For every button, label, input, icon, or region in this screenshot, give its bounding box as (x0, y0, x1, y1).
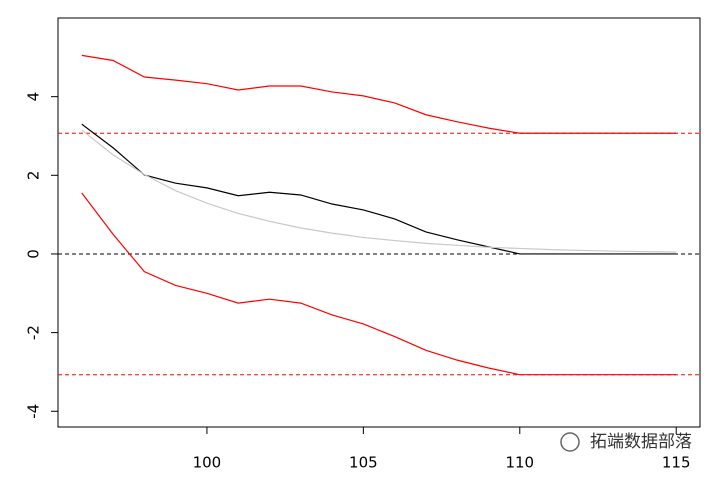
series-line (81, 54, 677, 134)
y-tick-label: 4 (25, 92, 43, 102)
x-tick-label: 105 (349, 454, 378, 472)
watermark: 拓端数据部落 (560, 432, 692, 452)
x-tick-label: 100 (193, 454, 222, 472)
x-tick-label: 115 (662, 454, 691, 472)
y-tick-label: -4 (25, 404, 43, 419)
series-line (81, 123, 677, 255)
x-tick-label: 110 (505, 454, 534, 472)
watermark-icon (560, 432, 580, 452)
series-line (81, 192, 677, 376)
y-tick-label: -2 (25, 325, 43, 340)
series-line (81, 129, 677, 253)
watermark-text: 拓端数据部落 (590, 432, 692, 452)
plot-frame (57, 17, 701, 428)
y-tick-label: 2 (25, 171, 43, 181)
y-tick-label: 0 (25, 249, 43, 259)
